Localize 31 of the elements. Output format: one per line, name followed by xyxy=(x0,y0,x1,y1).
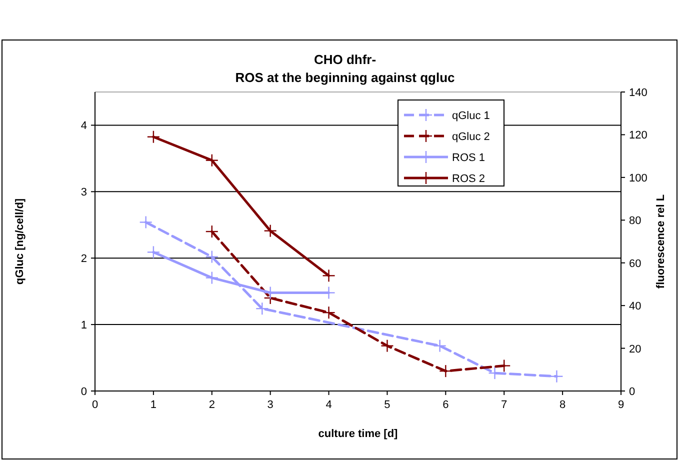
y2-tick-label: 120 xyxy=(629,130,648,142)
y-axis-title: qGluc [ng/cell/d] xyxy=(14,198,26,285)
legend-label: qGluc 1 xyxy=(452,110,490,122)
y-tick-label: 4 xyxy=(80,120,87,132)
x-tick-label: 1 xyxy=(150,399,157,411)
y-tick-label: 2 xyxy=(80,253,87,266)
y2-tick-label: 140 xyxy=(629,87,648,99)
y2-tick-label: 40 xyxy=(629,300,642,313)
x-tick-label: 0 xyxy=(92,399,98,411)
x-tick-label: 4 xyxy=(326,399,332,411)
x-tick-label: 3 xyxy=(267,399,274,411)
y2-tick-label: 80 xyxy=(629,215,642,228)
y2-tick-label: 60 xyxy=(629,258,642,270)
x-tick-label: 6 xyxy=(442,399,449,411)
x-tick-label: 8 xyxy=(559,399,566,411)
x-tick-label: 9 xyxy=(618,399,624,411)
chart-title: CHO dhfr- ROS at the beginning against qgluc xyxy=(235,52,455,85)
y2-tick-label: 0 xyxy=(629,386,636,398)
x-tick-label: 7 xyxy=(501,399,508,411)
legend-label: qGluc 2 xyxy=(452,131,490,143)
x-tick-label: 5 xyxy=(384,399,390,411)
y2-tick-label: 20 xyxy=(629,343,642,356)
x-axis-title: culture time [d] xyxy=(318,428,398,440)
y2-tick-label: 100 xyxy=(629,172,648,184)
y-tick-label: 0 xyxy=(80,386,87,398)
y-tick-label: 3 xyxy=(80,186,87,199)
y2-axis-title: fluorescence rel L xyxy=(655,194,667,289)
x-tick-label: 2 xyxy=(208,399,215,411)
y-tick-label: 1 xyxy=(80,320,87,332)
legend-label: ROS 1 xyxy=(452,152,486,164)
legend-label: ROS 2 xyxy=(452,173,486,185)
